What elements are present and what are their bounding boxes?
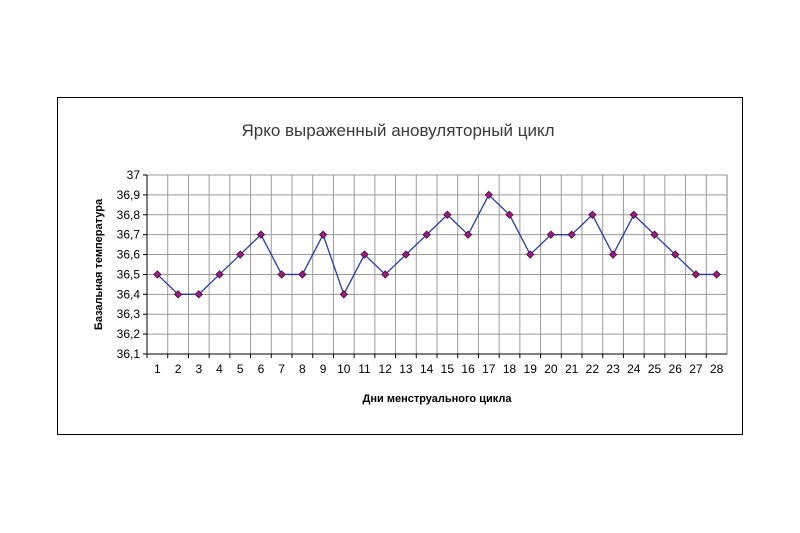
chart-frame: Ярко выраженный ановуляторный цикл 36,1 3… xyxy=(57,97,743,435)
data-point xyxy=(567,230,576,239)
data-point xyxy=(443,210,452,219)
x-tick-label: 6 xyxy=(258,362,265,376)
data-point xyxy=(712,270,721,279)
y-tick-label: 36,6 xyxy=(117,248,141,262)
y-tick-label: 36,5 xyxy=(117,267,141,281)
x-tick-label: 3 xyxy=(195,362,202,376)
data-point xyxy=(691,270,701,279)
data-point xyxy=(608,250,618,259)
x-tick-label: 21 xyxy=(565,362,579,376)
data-point xyxy=(526,250,535,259)
series-temperature xyxy=(153,190,721,299)
x-tick-label: 22 xyxy=(586,362,600,376)
x-tick-label: 18 xyxy=(503,362,517,376)
y-axis-ticks: 36,1 36,2 36,3 36,4 36,5 36,6 36,7 36,8 36,9 37 xyxy=(117,168,147,361)
data-point xyxy=(381,270,390,279)
y-tick-label: 36,4 xyxy=(117,287,141,301)
y-tick-label: 37 xyxy=(127,168,141,182)
data-point xyxy=(505,210,514,219)
x-tick-label: 8 xyxy=(299,362,306,376)
x-tick-label: 27 xyxy=(689,362,703,376)
grid xyxy=(146,174,728,355)
x-tick-label: 25 xyxy=(648,362,662,376)
data-point xyxy=(422,230,431,239)
x-tick-label: 28 xyxy=(710,362,724,376)
x-tick-label: 13 xyxy=(399,362,413,376)
data-point xyxy=(318,230,328,239)
data-point xyxy=(215,270,224,279)
chart-title: Ярко выраженный ановуляторный цикл xyxy=(241,121,554,140)
y-tick-label: 36,8 xyxy=(117,208,141,222)
data-point xyxy=(256,230,266,239)
data-point xyxy=(588,210,597,219)
x-tick-label: 12 xyxy=(379,362,393,376)
data-point xyxy=(194,290,203,299)
x-tick-label: 11 xyxy=(358,362,371,376)
data-point xyxy=(401,250,411,259)
y-tick-label: 36,7 xyxy=(117,228,141,242)
data-point xyxy=(153,270,162,279)
data-point xyxy=(546,230,556,239)
series-line xyxy=(156,193,717,296)
data-point xyxy=(236,250,245,259)
x-tick-label: 10 xyxy=(337,362,351,376)
x-tick-label: 14 xyxy=(420,362,434,376)
x-tick-label: 17 xyxy=(482,362,496,376)
y-tick-label: 36,2 xyxy=(117,327,141,341)
x-tick-label: 23 xyxy=(606,362,620,376)
x-tick-label: 5 xyxy=(237,362,244,376)
data-point xyxy=(339,290,348,299)
data-point xyxy=(629,210,638,219)
x-tick-label: 2 xyxy=(175,362,182,376)
x-tick-label: 20 xyxy=(544,362,558,376)
x-tick-label: 15 xyxy=(441,362,455,376)
x-tick-label: 4 xyxy=(216,362,223,376)
data-point xyxy=(277,270,286,279)
y-tick-label: 36,3 xyxy=(117,307,141,321)
line-chart: Ярко выраженный ановуляторный цикл 36,13… xyxy=(93,121,728,405)
x-tick-label: 16 xyxy=(461,362,475,376)
x-axis-ticks: 1 2 3 4 5 6 7 8 9 10 11 12 13 14 15 16 17 18 19 20 21 22 23 24 2… xyxy=(146,354,724,376)
y-axis-label: Базальная температура xyxy=(93,198,105,330)
data-point xyxy=(463,230,473,239)
x-tick-label: 1 xyxy=(154,362,161,376)
x-tick-label: 24 xyxy=(627,362,641,376)
x-axis-label: Дни менструального цикла xyxy=(363,393,513,405)
x-tick-label: 9 xyxy=(320,362,327,376)
data-point xyxy=(671,250,680,259)
data-point xyxy=(650,230,659,239)
x-tick-label: 26 xyxy=(669,362,683,376)
y-tick-label: 36,9 xyxy=(117,188,141,202)
data-point xyxy=(173,290,183,299)
x-tick-label: 19 xyxy=(524,362,538,376)
y-tick-label: 36,1 xyxy=(117,347,141,361)
x-tick-label: 7 xyxy=(278,362,285,376)
data-point xyxy=(298,270,307,279)
data-point xyxy=(484,190,493,200)
data-point xyxy=(360,250,369,259)
